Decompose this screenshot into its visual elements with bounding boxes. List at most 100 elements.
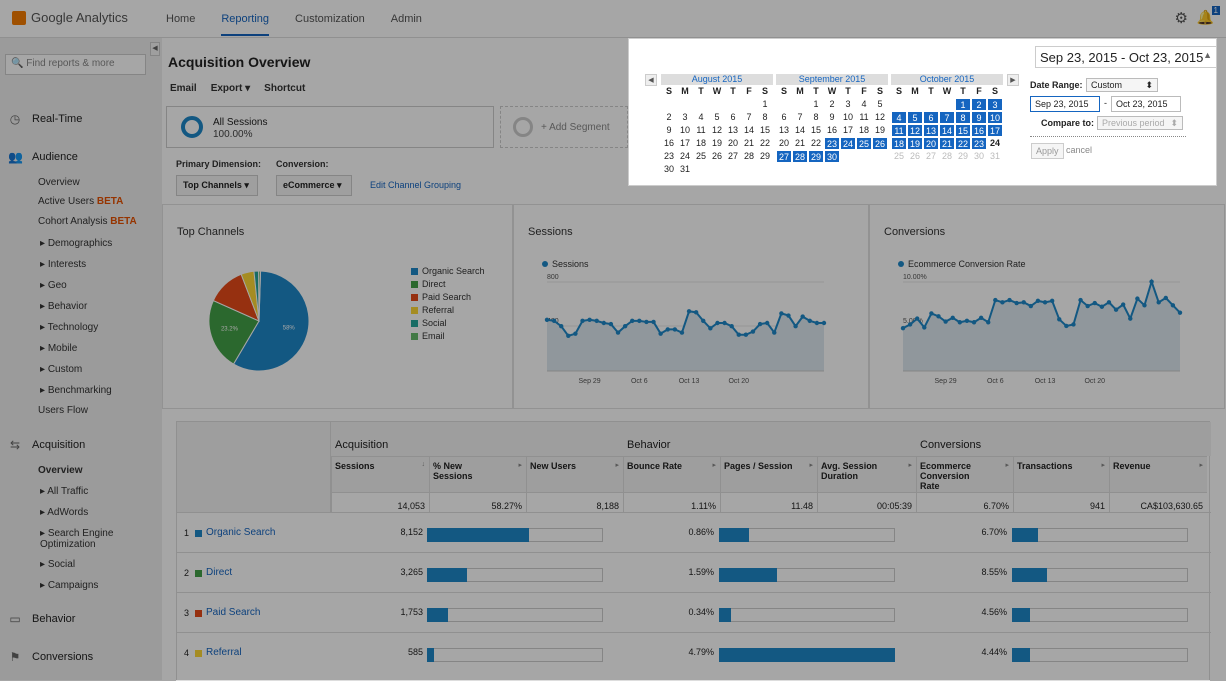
segment-all-sessions[interactable]: All Sessions 100.00% — [166, 106, 494, 148]
calendar-day[interactable]: 23 — [663, 151, 674, 161]
data-point[interactable] — [1035, 298, 1041, 304]
sidebar-item-mobile[interactable]: ▸ Mobile — [40, 343, 78, 354]
calendar-day[interactable]: 30 — [973, 151, 984, 161]
start-date-input[interactable]: Sep 23, 2015 — [1030, 96, 1100, 112]
calendar-day[interactable]: 28 — [941, 151, 952, 161]
data-point[interactable] — [608, 321, 614, 327]
data-point[interactable] — [1085, 303, 1090, 309]
data-point[interactable] — [1078, 297, 1083, 303]
channel-link[interactable]: Organic Search — [206, 527, 276, 538]
channel-link[interactable]: Paid Search — [206, 607, 261, 618]
column-header[interactable]: Ecommerce Conversion Rate ▸ — [916, 456, 1013, 492]
nav-admin[interactable]: Admin — [390, 13, 422, 25]
data-point[interactable] — [1028, 303, 1034, 309]
data-point[interactable] — [1149, 279, 1154, 284]
calendar-day[interactable]: 25 — [695, 151, 706, 161]
channel-link[interactable]: Direct — [206, 567, 233, 578]
calendar-day[interactable]: 31 — [679, 164, 690, 174]
calendar-day[interactable]: 8 — [762, 112, 768, 122]
calendar-day[interactable]: 1 — [813, 99, 819, 109]
calendar-day[interactable]: 25 — [893, 151, 904, 161]
sidebar-acquisition[interactable]: ⇆ Acquisition — [8, 438, 85, 452]
calendar-day[interactable]: 9 — [971, 111, 987, 124]
data-point[interactable] — [1128, 316, 1133, 321]
data-point[interactable] — [1000, 300, 1005, 305]
calendar-day[interactable]: 18 — [858, 125, 869, 135]
data-point[interactable] — [757, 321, 763, 327]
sidebar-realtime[interactable]: ◷ Real-Time — [8, 112, 83, 126]
column-header[interactable]: Avg. Session Duration ▸ — [817, 456, 916, 492]
calendar-day[interactable]: 6 — [781, 112, 787, 122]
data-point[interactable] — [1120, 302, 1126, 307]
calendar-day[interactable]: 30 — [824, 150, 840, 163]
data-point[interactable] — [665, 327, 670, 332]
sidebar-item-custom[interactable]: ▸ Custom — [40, 364, 83, 375]
calendar-day[interactable]: 4 — [861, 99, 867, 109]
calendar-day[interactable]: 26 — [909, 151, 920, 161]
data-point[interactable] — [672, 327, 678, 332]
calendar-day[interactable]: 7 — [797, 112, 803, 122]
calendar-day[interactable]: 14 — [939, 124, 955, 137]
calendar-day[interactable]: 22 — [810, 138, 821, 148]
data-point[interactable] — [615, 330, 621, 335]
calendar-day[interactable]: 1 — [762, 99, 768, 109]
data-point[interactable] — [722, 320, 727, 326]
sidebar-audience[interactable]: 👥 Audience — [8, 150, 78, 164]
data-point[interactable] — [686, 309, 692, 314]
calendar-day[interactable]: 5 — [907, 111, 923, 124]
calendar-day[interactable]: 15 — [955, 124, 971, 137]
data-point[interactable] — [1135, 296, 1140, 301]
apply-button[interactable]: Apply — [1031, 143, 1064, 159]
sort-icon[interactable]: ▸ — [908, 462, 912, 469]
calendar-day[interactable]: 29 — [808, 150, 824, 163]
calendar-day[interactable]: 28 — [743, 151, 754, 161]
data-point[interactable] — [964, 318, 970, 323]
column-header[interactable]: Pages / Session ▸ — [720, 456, 817, 492]
date-range-display[interactable]: Sep 23, 2015 - Oct 23, 2015 ▲ — [1035, 46, 1217, 68]
compare-to-select[interactable]: Previous period ⬍ — [1097, 116, 1183, 130]
sidebar-item-cohort[interactable]: Cohort Analysis BETA — [38, 216, 137, 227]
calendar-day[interactable]: 3 — [845, 99, 851, 109]
calendar-day[interactable]: 6 — [923, 111, 939, 124]
calendar-day[interactable]: 13 — [778, 125, 789, 135]
calendar-day[interactable]: 16 — [971, 124, 987, 137]
data-point[interactable] — [957, 320, 963, 325]
calendar-day[interactable]: 26 — [711, 151, 722, 161]
data-point[interactable] — [544, 317, 550, 322]
data-point[interactable] — [915, 316, 920, 321]
data-point[interactable] — [1071, 322, 1076, 327]
calendar-day[interactable]: 5 — [714, 112, 720, 122]
calendar-day[interactable]: 8 — [813, 112, 819, 122]
sidebar-item-all-traffic[interactable]: ▸ All Traffic — [40, 486, 89, 497]
calendar-day[interactable]: 20 — [923, 137, 939, 150]
calendar-day[interactable]: 11 — [891, 124, 907, 137]
calendar-day[interactable]: 7 — [939, 111, 955, 124]
data-point[interactable] — [986, 320, 991, 325]
sidebar-item-interests[interactable]: ▸ Interests — [40, 259, 87, 270]
data-point[interactable] — [821, 320, 827, 326]
sort-icon[interactable]: ▸ — [1101, 462, 1105, 469]
data-point[interactable] — [551, 318, 557, 324]
sidebar-item-adwords[interactable]: ▸ AdWords — [40, 507, 89, 518]
data-point[interactable] — [971, 320, 977, 325]
column-header[interactable]: Revenue ▸ — [1109, 456, 1207, 492]
calendar-day[interactable]: 17 — [987, 124, 1003, 137]
data-point[interactable] — [601, 320, 607, 326]
calendar-day[interactable]: 17 — [679, 138, 690, 148]
data-point[interactable] — [750, 329, 756, 334]
calendar-day[interactable]: 19 — [874, 125, 885, 135]
data-point[interactable] — [1042, 300, 1048, 305]
export-button[interactable]: Export ▾ — [210, 83, 251, 94]
calendar-day[interactable]: 22 — [955, 137, 971, 150]
data-point[interactable] — [708, 326, 713, 331]
next-month-button[interactable]: ▶ — [1007, 74, 1019, 86]
nav-reporting[interactable]: Reporting — [221, 2, 270, 36]
sidebar-item-benchmarking[interactable]: ▸ Benchmarking — [40, 385, 112, 396]
data-point[interactable] — [786, 313, 791, 318]
calendar-day[interactable]: 2 — [971, 98, 987, 111]
data-point[interactable] — [779, 311, 784, 316]
calendar-day[interactable]: 19 — [711, 138, 722, 148]
calendar-day[interactable]: 11 — [859, 112, 869, 122]
data-point[interactable] — [922, 325, 927, 330]
sidebar-item-active-users[interactable]: Active Users BETA — [38, 196, 123, 207]
